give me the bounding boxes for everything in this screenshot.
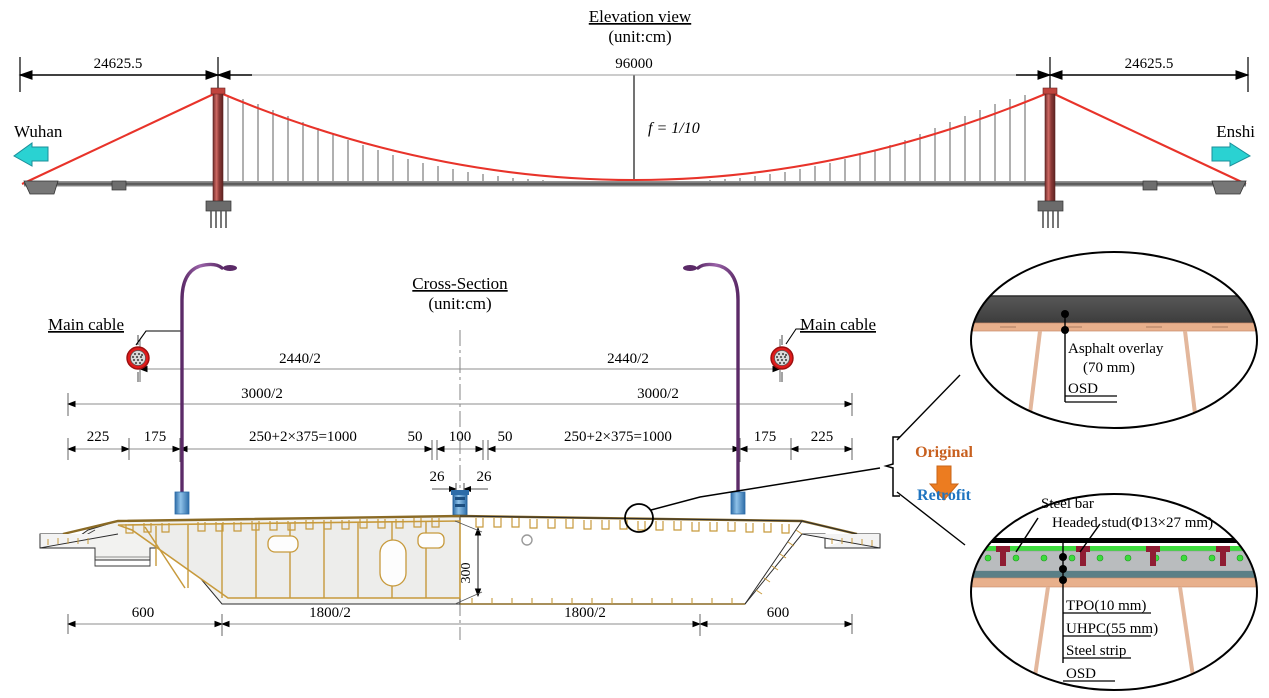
main-cable-symbol-right [770, 335, 794, 382]
girder-left-half [61, 515, 461, 605]
edge-railings [70, 512, 864, 537]
retrofit-annotation-leaders [1015, 517, 1101, 553]
detail-original-layer-0-name: Asphalt overlay [1068, 341, 1164, 357]
elevation-hangers [227, 95, 1026, 182]
access-opening [267, 535, 299, 553]
dim-box-half-left: 1800/2 [309, 605, 351, 621]
detail-retrofit-frame [970, 493, 1258, 691]
retrofit-layer-1: UHPC(55 mm) [1066, 621, 1158, 637]
dim-side-span-right: 24625.5 [1125, 56, 1174, 72]
elevation-main-cable [21, 91, 1247, 185]
dim-edge-left-outer: 225 [87, 429, 110, 445]
dim-depth-300 [454, 520, 483, 605]
arrow-left-icon [13, 142, 49, 167]
dim-cable-half-left: 2440/2 [279, 351, 321, 367]
detail-original-frame [970, 251, 1258, 429]
retrofit-layer-2: Steel strip [1066, 643, 1126, 659]
dim-lane-right: 250+2×375=1000 [564, 429, 672, 445]
cross-section-title: Cross-Section [412, 274, 508, 293]
hanger-right [683, 262, 740, 507]
access-opening [417, 532, 445, 549]
elevation-unit: (unit:cm) [608, 27, 671, 46]
elevation-title: Elevation view [589, 7, 692, 26]
hanger-anchor-right [730, 491, 746, 515]
arrow-right-icon [1211, 142, 1252, 167]
dim-gap-right: 50 [498, 429, 513, 445]
sag-ratio-label: f = 1/10 [648, 120, 700, 137]
dim-edge-left-inner: 175 [144, 429, 167, 445]
dim-girder-depth: 300 [459, 563, 474, 584]
elevation-tower-left [205, 87, 232, 228]
dim-barrier-right: 26 [477, 469, 493, 485]
cross-section-unit: (unit:cm) [428, 294, 491, 313]
dim-lane-left: 250+2×375=1000 [249, 429, 357, 445]
elevation-deck [24, 181, 1246, 187]
retrofit-label: Retrofit [917, 487, 972, 504]
arrow-down-icon [928, 465, 960, 501]
elevation-side-piers [111, 180, 1158, 191]
dim-row-bottom [66, 614, 854, 636]
dim-row-deck [66, 393, 854, 416]
median-barrier [451, 490, 469, 516]
city-label-left: Wuhan [14, 122, 63, 141]
dim-cant-left: 600 [132, 605, 155, 621]
detail-callout-leader [624, 374, 966, 546]
dim-cant-right: 600 [767, 605, 790, 621]
main-cable-leaders [135, 328, 806, 346]
left-cantilever [39, 533, 119, 549]
dim-deck-half-left: 3000/2 [241, 386, 283, 402]
dim-main-span: 96000 [615, 56, 653, 72]
retrofit-annotation-1: Headed stud(Φ13×27 mm) [1052, 515, 1213, 531]
elevation-tower-right [1037, 87, 1064, 228]
retrofit-layer-3: OSD [1066, 666, 1096, 682]
main-cable-label-left: Main cable [48, 315, 124, 334]
dim-row-lanes [66, 438, 854, 462]
city-label-right: Enshi [1216, 122, 1255, 141]
hanger-left [180, 262, 237, 507]
dim-deck-half-right: 3000/2 [637, 386, 679, 402]
hanger-anchor-left [174, 491, 190, 515]
elevation-view: Elevation view (unit:cm) 24625.5 96000 2… [13, 7, 1255, 228]
original-label: Original [915, 444, 973, 461]
dim-side-span-left: 24625.5 [94, 56, 143, 72]
detail-retrofit: Steel bar Headed stud(Φ13×27 mm) TPO(10 … [970, 493, 1258, 691]
dim-edge-right-outer: 225 [811, 429, 834, 445]
dim-barrier-left: 26 [430, 469, 446, 485]
deck-marker-circle [521, 534, 533, 546]
cross-section-view: Cross-Section (unit:cm) 2440/2 2440/2 30… [39, 262, 881, 640]
dim-gap-left: 50 [408, 429, 423, 445]
main-cable-label-right: Main cable [800, 315, 876, 334]
access-opening [379, 539, 407, 587]
dim-median: 100 [449, 429, 472, 445]
retrofit-annotation-0: Steel bar [1041, 496, 1094, 512]
retrofit-layer-0: TPO(10 mm) [1066, 598, 1146, 614]
elevation-abutments [23, 180, 1247, 195]
main-cable-symbol-left [126, 335, 150, 382]
dim-row-barrier [432, 483, 488, 495]
detail-original: Asphalt overlay (70 mm) OSD [970, 251, 1258, 429]
detail-original-layer-1-name: OSD [1068, 381, 1098, 397]
dim-edge-right-inner: 175 [754, 429, 777, 445]
girder-right-half [459, 515, 881, 605]
dim-cable-half-right: 2440/2 [607, 351, 649, 367]
detail-original-layer-0-thickness: (70 mm) [1083, 360, 1135, 376]
detail-zoom-circle [624, 503, 654, 533]
dim-box-half-right: 1800/2 [564, 605, 606, 621]
